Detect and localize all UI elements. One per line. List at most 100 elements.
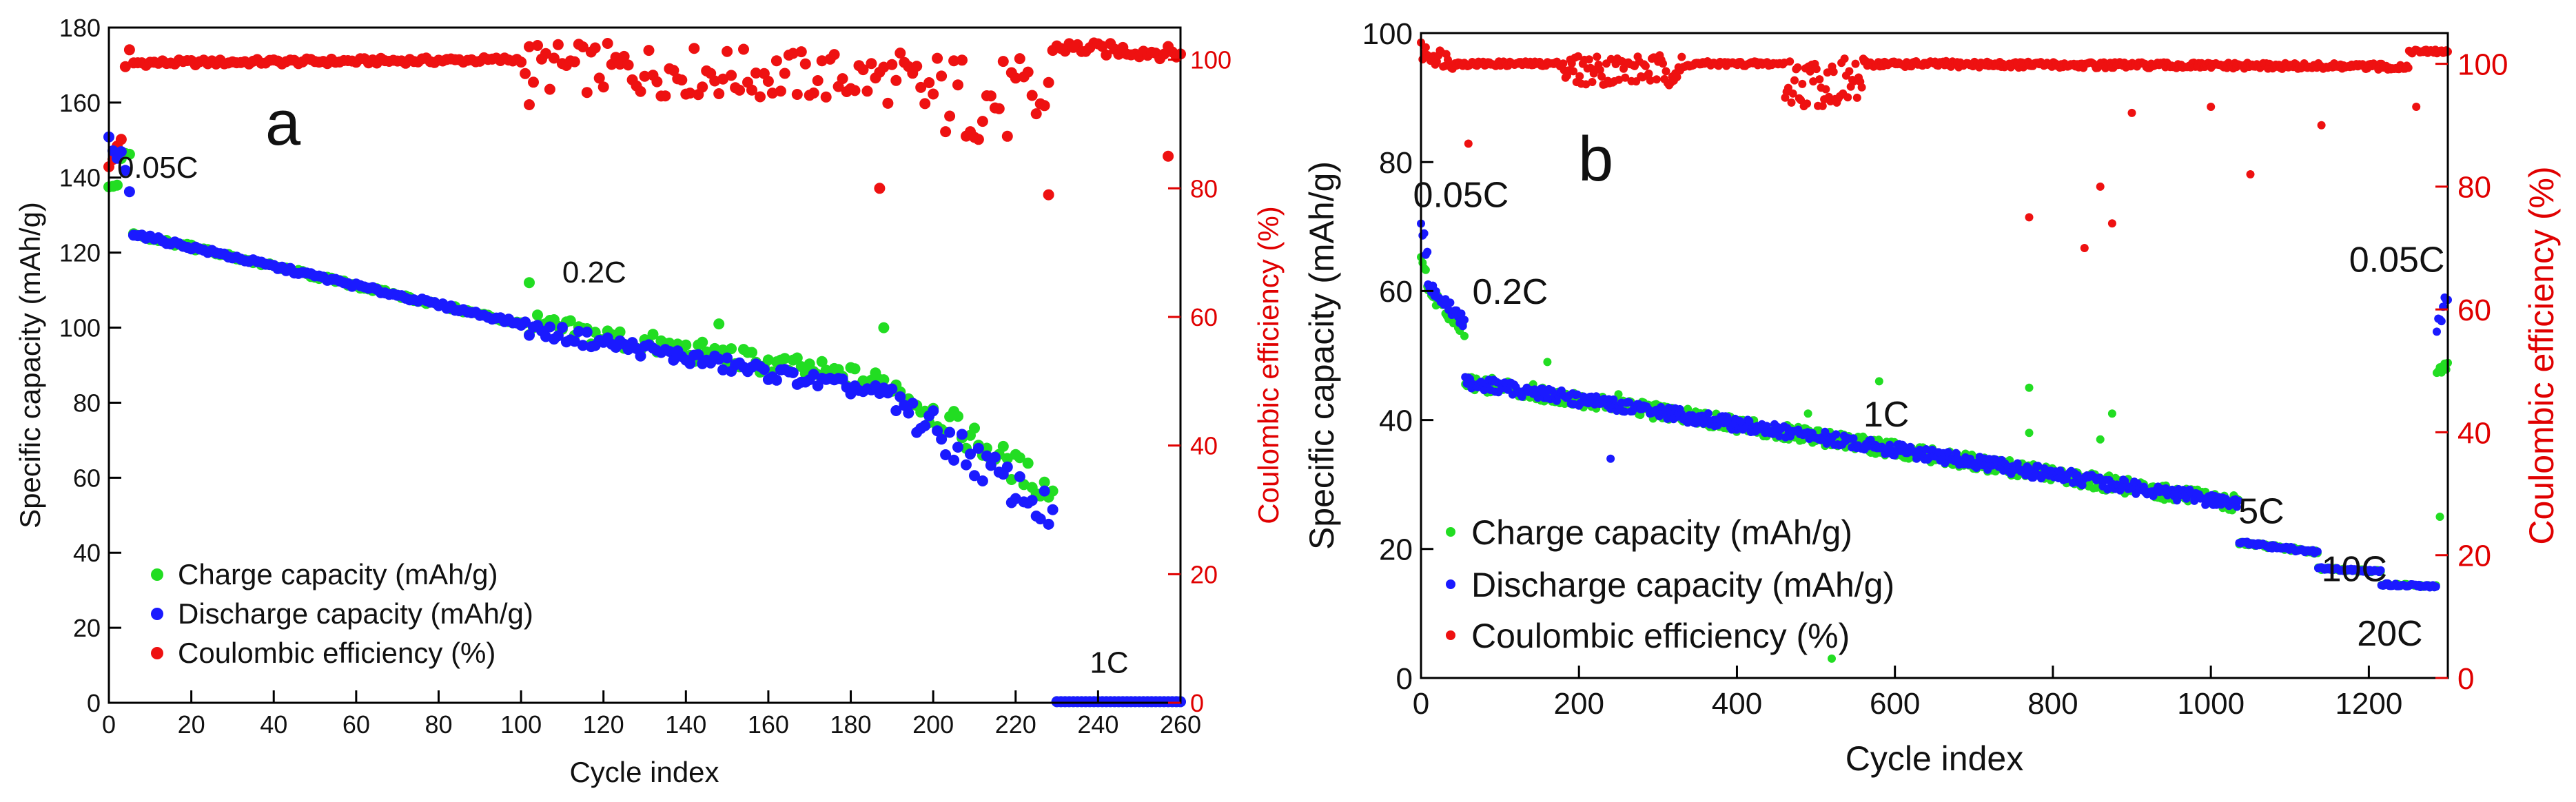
ce-point <box>874 183 886 194</box>
discharge-point <box>569 336 580 347</box>
discharge-point <box>2437 317 2446 326</box>
panel-b-frame <box>1420 32 2449 679</box>
discharge-point <box>1423 247 1432 256</box>
ce-point <box>524 41 535 52</box>
ce-point <box>1786 57 1795 66</box>
charge-point <box>2025 429 2034 438</box>
ce-point <box>828 49 840 61</box>
charge-point <box>2025 383 2034 392</box>
discharge-point <box>2073 471 2082 480</box>
charge-point <box>112 179 123 191</box>
discharge-point <box>1704 409 1713 418</box>
legend-discharge-label: Discharge capacity (mAh/g) <box>178 597 533 630</box>
ce-point <box>972 134 984 145</box>
ce-point <box>1843 93 1852 102</box>
ce-point <box>552 39 564 50</box>
discharge-point <box>1047 504 1059 515</box>
discharge-point <box>2068 478 2077 487</box>
discharge-point <box>1762 422 1771 431</box>
discharge-point <box>895 391 906 402</box>
ce-point <box>119 61 131 72</box>
ce-point <box>1823 68 1832 77</box>
discharge-point <box>2376 566 2385 575</box>
y2-tick-label: 0 <box>1190 689 1204 717</box>
panel-a-xticks: 0 20 40 60 80 100 120 140 160 180 200 220 240 260 <box>102 690 1201 739</box>
ce-point <box>1022 66 1034 78</box>
discharge-point <box>717 364 729 376</box>
charge-point <box>1022 457 1034 469</box>
x-tick-label: 200 <box>1554 687 1604 721</box>
discharge-point <box>2433 327 2441 336</box>
ce-point <box>911 61 923 72</box>
ce-point <box>1559 59 1568 68</box>
ce-point <box>1574 52 1582 61</box>
y-tick-label: 0 <box>1396 662 1413 696</box>
ce-point <box>1641 61 1650 70</box>
ce-point <box>1014 53 1025 65</box>
ce-point <box>1043 189 1054 200</box>
discharge-point <box>115 146 127 158</box>
ce-point <box>713 88 725 99</box>
ce-point <box>524 99 535 110</box>
panel-a-frame <box>108 26 1182 704</box>
rate-annotation: 0.2C <box>562 256 626 289</box>
ce-point <box>2412 103 2421 111</box>
y-tick-label: 60 <box>1379 275 1413 309</box>
ce-point <box>684 88 696 99</box>
ce-point <box>775 85 786 97</box>
ce-point <box>639 70 651 82</box>
y-tick-label: 80 <box>1379 146 1413 180</box>
discharge-point <box>1001 461 1013 473</box>
discharge-point <box>1625 398 1634 407</box>
discharge-point <box>928 405 939 417</box>
x-tick-label: 200 <box>912 710 954 739</box>
ce-point <box>1851 59 1860 68</box>
ce-point <box>1615 75 1624 84</box>
ce-point <box>1818 101 1827 110</box>
panel-a: 0 20 40 60 80 100 120 140 160 180 200 220 240 260 020… <box>14 14 1285 788</box>
ce-point <box>2107 219 2116 228</box>
ce-point <box>1815 75 1824 84</box>
ce-point <box>717 73 729 85</box>
discharge-point <box>961 459 972 471</box>
ce-point <box>2246 170 2255 178</box>
ce-point <box>882 97 894 109</box>
ce-point <box>532 40 543 51</box>
ce-point <box>668 65 679 76</box>
ce-point <box>1593 52 1602 61</box>
charge-point <box>1001 453 1013 464</box>
ce-point <box>697 81 708 93</box>
ce-point <box>1646 76 1655 85</box>
charge-point <box>680 339 692 351</box>
ce-point <box>515 56 527 68</box>
rate-annotation: 0.2C <box>1473 272 1548 312</box>
legend-ce-marker <box>1446 630 1455 640</box>
ce-point <box>779 68 790 79</box>
charge-point <box>952 411 963 422</box>
panel-a-markers <box>103 37 1186 708</box>
discharge-point <box>2234 497 2243 505</box>
panel-b-y2label: Coulombic efficiency (%) <box>2522 166 2561 544</box>
discharge-point <box>972 442 984 454</box>
ce-point <box>1798 79 1807 88</box>
legend-discharge-marker <box>151 608 163 620</box>
charge-point <box>2435 513 2444 521</box>
rate-annotation: 20C <box>2357 614 2422 654</box>
ce-point <box>1575 72 1584 81</box>
ce-point <box>770 55 782 67</box>
x-tick-label: 600 <box>1870 687 1920 721</box>
charge-point <box>791 352 803 364</box>
discharge-point <box>1775 432 1783 441</box>
discharge-point <box>1014 471 1025 482</box>
discharge-point <box>886 383 898 395</box>
x-tick-label: 240 <box>1077 710 1118 739</box>
discharge-point <box>524 329 535 341</box>
y2-tick-label: 80 <box>1190 174 1218 203</box>
y2-tick-label: 40 <box>1190 432 1218 460</box>
y-tick-label: 100 <box>1362 17 1413 51</box>
charge-point <box>1614 390 1623 399</box>
charge-point <box>2096 435 2105 444</box>
x-tick-label: 80 <box>425 710 452 739</box>
discharge-point <box>544 321 555 333</box>
ce-point <box>2207 103 2216 111</box>
